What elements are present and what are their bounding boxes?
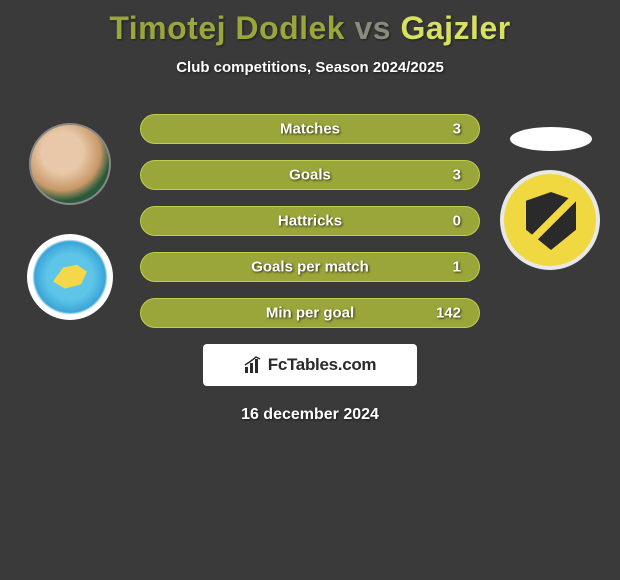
bar-chart-icon <box>244 356 264 374</box>
stat-value: 1 <box>453 259 461 276</box>
stat-label: Matches <box>280 121 340 138</box>
branding-box: FcTables.com <box>203 344 417 386</box>
stat-label: Goals per match <box>251 259 369 276</box>
subtitle: Club competitions, Season 2024/2025 <box>0 59 620 76</box>
stat-label: Min per goal <box>266 305 354 322</box>
stat-row: Hattricks 0 <box>140 206 480 236</box>
stat-row: Matches 3 <box>140 114 480 144</box>
stats-bars: Matches 3 Goals 3 Hattricks 0 Goals per … <box>0 114 620 328</box>
stat-row: Goals 3 <box>140 160 480 190</box>
vs-label: vs <box>354 10 391 46</box>
date-label: 16 december 2024 <box>0 406 620 424</box>
branding-text: FcTables.com <box>268 355 377 375</box>
comparison-title: Timotej Dodlek vs Gajzler <box>0 0 620 47</box>
stat-value: 142 <box>436 305 461 322</box>
stat-value: 3 <box>453 121 461 138</box>
player1-name: Timotej Dodlek <box>109 10 345 46</box>
stat-label: Hattricks <box>278 213 342 230</box>
player2-name: Gajzler <box>400 10 510 46</box>
stat-label: Goals <box>289 167 331 184</box>
stat-row: Goals per match 1 <box>140 252 480 282</box>
stat-value: 0 <box>453 213 461 230</box>
stat-value: 3 <box>453 167 461 184</box>
stat-row: Min per goal 142 <box>140 298 480 328</box>
